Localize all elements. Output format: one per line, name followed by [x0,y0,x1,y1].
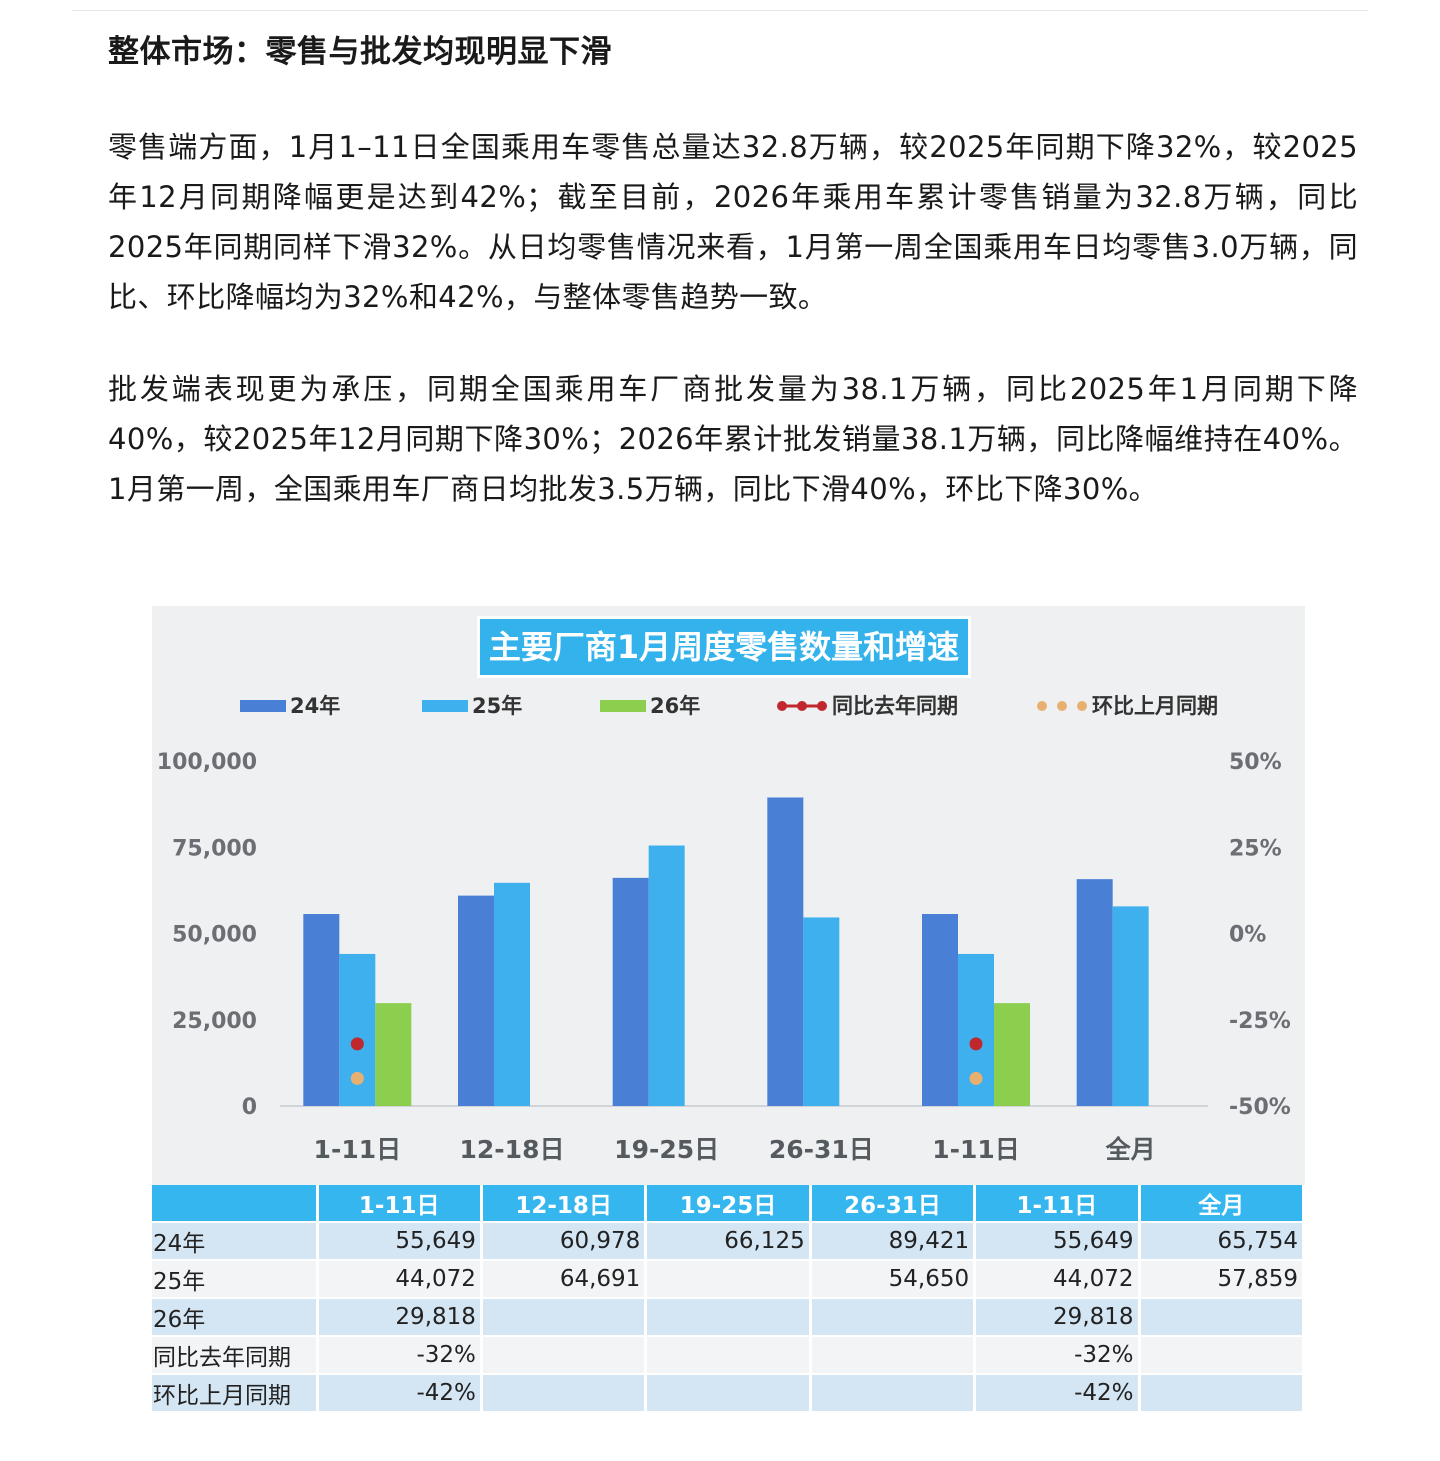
right-axis-tick-label: -25% [1229,1009,1291,1034]
x-axis-tick-label: 19-25日 [614,1135,719,1164]
x-axis-tick-label: 1-11日 [314,1135,402,1164]
x-axis-tick-label: 全月 [1105,1135,1156,1164]
table-row-label: 同比去年同期 [152,1336,319,1375]
bar-25年-2 [648,845,685,1106]
x-axis-tick-label: 12-18日 [460,1135,565,1164]
legend-marker-yoy [777,701,827,711]
x-axis-tick-label: 26-31日 [769,1135,874,1164]
table-cell: 64,691 [481,1260,648,1299]
bar-25年-1 [494,882,530,1106]
table-cell [645,1298,812,1337]
point-同比去年同期-4 [969,1037,983,1051]
bar-26年-4 [994,1003,1030,1106]
table-cell: 55,649 [974,1222,1141,1261]
table-cell [481,1336,648,1375]
table-cell: 29,818 [974,1298,1141,1337]
table-cell: 44,072 [974,1260,1141,1299]
table-row-mom: 环比上月同期 -42% -42% [152,1374,1306,1413]
article-heading: 整体市场：零售与批发均现明显下滑 [108,34,612,70]
table-cell [1139,1336,1306,1375]
table-row-label: 24年 [152,1222,319,1261]
table-row-25: 25年 44,072 64,691 54,650 44,072 57,859 [152,1260,1306,1299]
table-row-26: 26年 29,818 29,818 [152,1298,1306,1337]
table-header-row: 1-11日 12-18日 19-25日 26-31日 1-11日 全月 [152,1185,1306,1223]
bar-26年-0 [375,1003,412,1106]
table-header-corner [152,1185,319,1223]
table-cell: -32% [317,1336,483,1375]
table-cell: -42% [317,1374,483,1413]
table-cell: 65,754 [1139,1222,1306,1261]
table-cell [810,1374,977,1413]
bar-24年-5 [1076,879,1113,1106]
table-cell: 55,649 [317,1222,483,1261]
chart-image: 主要厂商1月周度零售数量和增速 24年 25年 26年 同比去年同期 环比上月同… [152,606,1306,1413]
table-cell [481,1374,648,1413]
table-cell [481,1298,648,1337]
table-header-cell: 1-11日 [317,1185,483,1223]
bar-24年-1 [458,895,494,1106]
bar-24年-0 [303,914,340,1106]
table-header-cell: 19-25日 [645,1185,812,1223]
table-cell: 29,818 [317,1298,483,1337]
table-cell [810,1298,977,1337]
point-环比上月同期-4 [969,1071,983,1085]
left-axis-tick-label: 100,000 [157,750,257,775]
table-header-cell: 全月 [1139,1185,1306,1223]
table-cell [1139,1374,1306,1413]
point-环比上月同期-0 [350,1071,364,1085]
bar-24年-2 [612,877,649,1106]
table-cell: 89,421 [810,1222,977,1261]
table-row-label: 环比上月同期 [152,1374,319,1413]
table-row-yoy: 同比去年同期 -32% -32% [152,1336,1306,1375]
legend-label-yoy: 同比去年同期 [832,694,958,718]
legend-marker-mom [1037,701,1087,711]
legend-label-mom: 环比上月同期 [1092,694,1218,718]
bar-25年-5 [1112,906,1149,1106]
article-paragraph-retail: 零售端方面，1月1–11日全国乘用车零售总量达32.8万辆，较2025年同期下降… [108,130,1358,314]
table-header-cell: 1-11日 [974,1185,1141,1223]
table-header-cell: 26-31日 [810,1185,977,1223]
article: 整体市场：零售与批发均现明显下滑 零售端方面，1月1–11日全国乘用车零售总量达… [108,28,1358,506]
legend-label-24: 24年 [290,694,341,718]
left-axis-tick-label: 75,000 [172,836,257,861]
article-paragraph-wholesale: 批发端表现更为承压，同期全国乘用车厂商批发量为38.1万辆，同比2025年1月同… [108,372,1358,506]
point-同比去年同期-0 [350,1037,364,1051]
table-cell: 44,072 [317,1260,483,1299]
x-axis-tick-label: 1-11日 [932,1135,1020,1164]
table-row-label: 25年 [152,1260,319,1299]
table-cell: -42% [974,1374,1141,1413]
bar-24年-4 [922,914,958,1106]
chart-title: 主要厂商1月周度零售数量和增速 [480,619,968,675]
left-axis-tick-label: 25,000 [172,1009,257,1034]
table-cell [645,1336,812,1375]
right-axis-tick-label: 25% [1229,836,1282,861]
table-row-24: 24年 55,649 60,978 66,125 89,421 55,649 6… [152,1222,1306,1261]
legend-label-25: 25年 [472,694,523,718]
table-cell: 57,859 [1139,1260,1306,1299]
legend-swatch-26 [600,700,646,712]
table-cell: -32% [974,1336,1141,1375]
left-axis-tick-label: 0 [242,1095,257,1120]
table-cell: 60,978 [481,1222,648,1261]
right-axis-tick-label: -50% [1229,1095,1291,1120]
legend-swatch-24 [240,700,286,712]
top-divider [72,10,1368,11]
data-table: 1-11日 12-18日 19-25日 26-31日 1-11日 全月 24年 … [152,1185,1306,1413]
table-row-label: 26年 [152,1298,319,1337]
table-cell [645,1260,812,1299]
legend-swatch-25 [422,700,468,712]
bar-25年-3 [803,917,840,1106]
table-cell: 54,650 [810,1260,977,1299]
chart-plot-area: 100,000 75,000 50,000 25,000 0 50% 25% 0% -25% -5… [157,750,1291,1164]
right-axis-tick-label: 50% [1229,750,1282,775]
table-cell [645,1374,812,1413]
table-cell: 66,125 [645,1222,812,1261]
table-header-cell: 12-18日 [481,1185,648,1223]
legend-label-26: 26年 [650,694,701,718]
table-cell [1139,1298,1306,1337]
right-axis-tick-label: 0% [1229,923,1266,948]
bar-24年-3 [767,797,804,1106]
left-axis-tick-label: 50,000 [172,923,257,948]
table-cell [810,1336,977,1375]
